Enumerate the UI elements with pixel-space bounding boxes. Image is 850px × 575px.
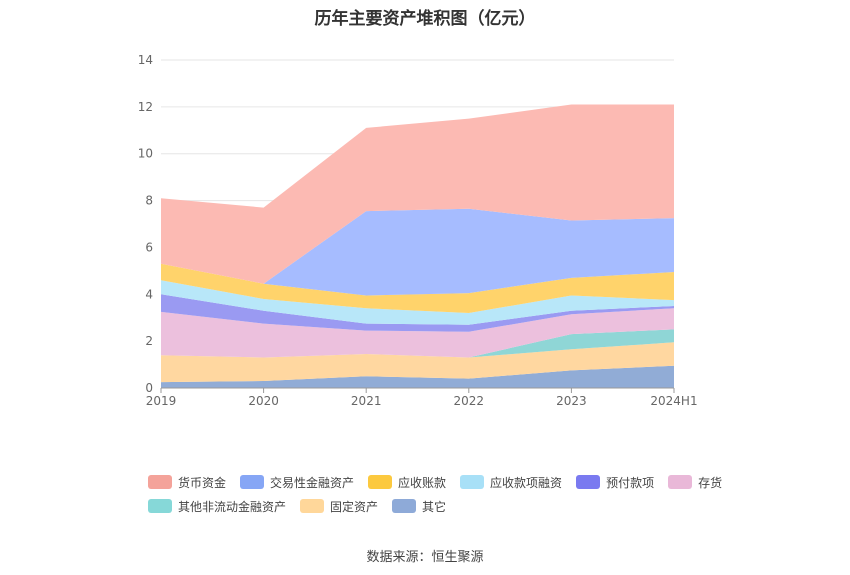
legend-label: 应收账款 [398, 475, 447, 490]
x-tick-label: 2021 [351, 394, 382, 408]
legend-item[interactable]: 其他非流动金融资产 [148, 498, 286, 515]
x-tick-label: 2024H1 [650, 394, 697, 408]
legend-item[interactable]: 货币资金 [148, 474, 226, 491]
legend-swatch [148, 499, 172, 513]
legend: 货币资金 交易性金融资产 应收账款 应收款项融资 预付款项 存货 其他非流动金融资产 固定资… [148, 470, 748, 518]
area-series [161, 342, 674, 383]
area-series [161, 280, 674, 325]
legend-label: 交易性金融资产 [270, 475, 355, 490]
legend-item[interactable]: 存货 [668, 474, 722, 491]
x-tick-label: 2023 [556, 394, 587, 408]
area-series [161, 208, 674, 296]
area-layer [161, 104, 674, 388]
legend-label: 应收款项融资 [490, 475, 563, 490]
x-tick-label: 2019 [146, 394, 177, 408]
legend-label: 固定资产 [330, 499, 379, 514]
y-tick-label: 10 [138, 147, 153, 161]
axis-layer: 0 2 4 6 8 10 12 14 2019 2020 2021 2022 2023 2024H1 [138, 53, 698, 408]
legend-swatch [148, 475, 172, 489]
legend-swatch [576, 475, 601, 489]
area-series [161, 329, 674, 358]
y-tick-label: 2 [145, 334, 153, 348]
area-series [161, 308, 674, 358]
y-tick-label: 12 [138, 100, 153, 114]
y-tick-label: 4 [145, 287, 153, 301]
area-series [161, 294, 674, 332]
legend-item[interactable]: 应收账款 [368, 474, 446, 491]
legend-item[interactable]: 固定资产 [300, 498, 378, 515]
legend-item[interactable]: 应收款项融资 [460, 474, 562, 491]
legend-swatch [460, 475, 485, 489]
chart-title: 历年主要资产堆积图（亿元） [314, 9, 536, 29]
legend-item[interactable]: 交易性金融资产 [240, 474, 354, 491]
legend-label: 预付款项 [606, 475, 655, 490]
stacked-area-chart: 0 2 4 6 8 10 12 14 2019 2020 2021 2022 2023 2024H1 [138, 53, 698, 408]
y-tick-label: 0 [145, 381, 153, 395]
y-tick-label: 14 [138, 53, 153, 67]
legend-swatch [368, 475, 393, 489]
legend-item[interactable]: 其它 [392, 498, 446, 515]
legend-swatch [240, 475, 265, 489]
legend-label: 存货 [698, 475, 723, 490]
area-series [161, 263, 674, 313]
x-tick-label: 2020 [248, 394, 279, 408]
legend-item[interactable]: 预付款项 [576, 474, 654, 491]
legend-row: 其他非流动金融资产 固定资产 其它 [148, 494, 748, 518]
x-tick-label: 2022 [454, 394, 485, 408]
legend-swatch [668, 475, 693, 489]
source-note: 数据来源：恒生聚源 [366, 550, 484, 565]
legend-row: 货币资金 交易性金融资产 应收账款 应收款项融资 预付款项 存货 [148, 470, 748, 494]
legend-label: 货币资金 [178, 475, 227, 490]
area-series [161, 104, 674, 284]
legend-label: 其他非流动金融资产 [178, 499, 287, 514]
y-tick-label: 8 [145, 194, 153, 208]
area-series [161, 365, 674, 388]
legend-swatch [392, 499, 417, 513]
legend-swatch [300, 499, 325, 513]
y-tick-label: 6 [145, 240, 153, 254]
legend-label: 其它 [422, 499, 447, 514]
